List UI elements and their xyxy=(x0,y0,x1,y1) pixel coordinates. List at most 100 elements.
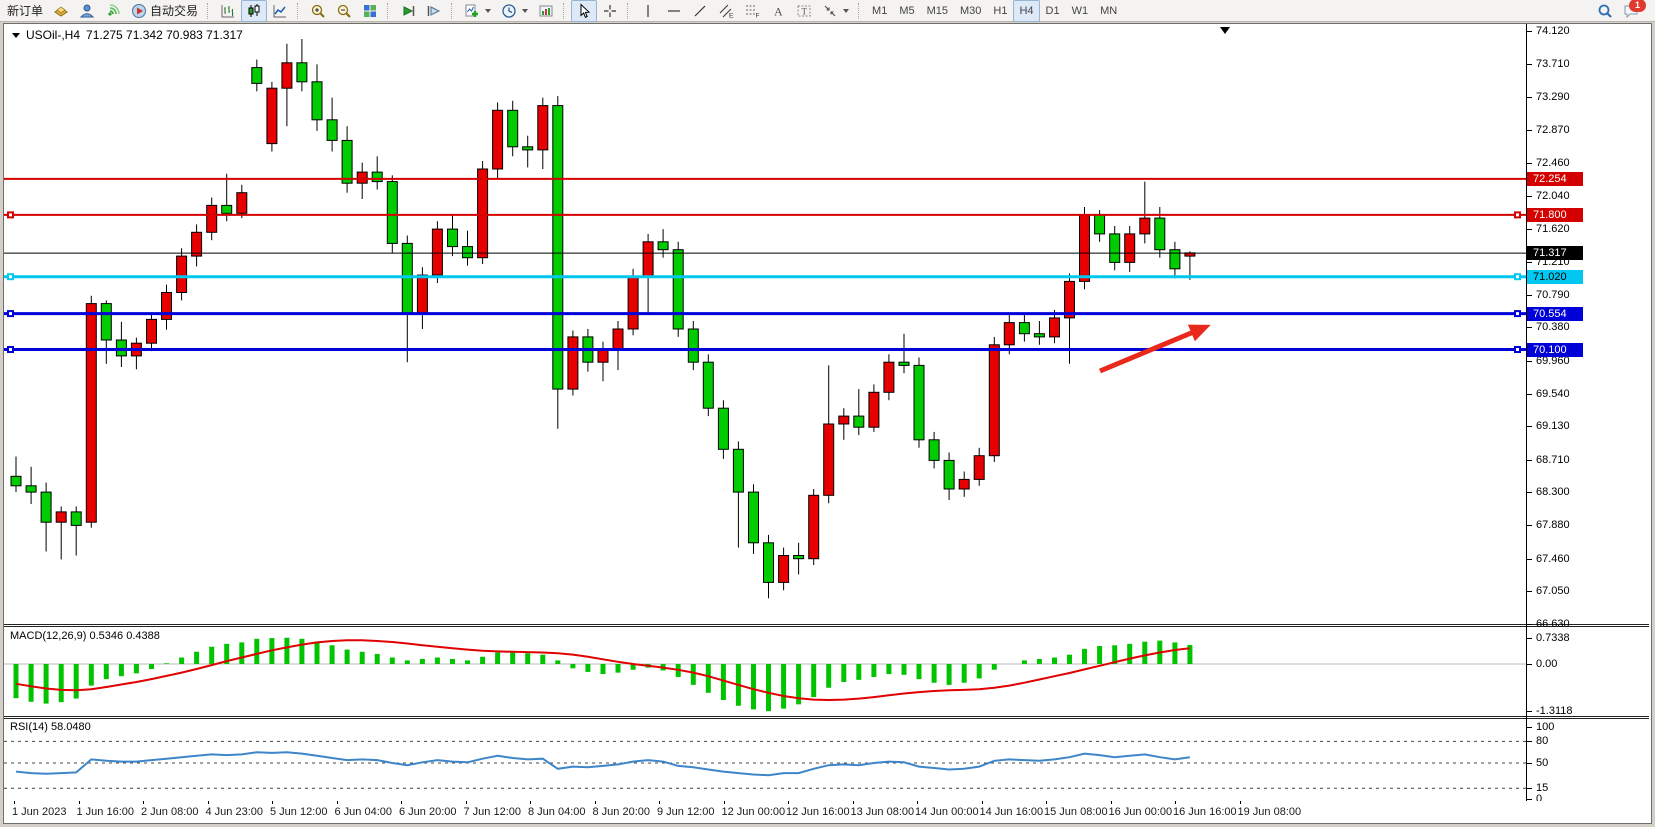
axis-tick-label: 68.710 xyxy=(1536,453,1570,466)
timeframe-MN[interactable]: MN xyxy=(1100,4,1118,17)
search-icon xyxy=(1598,4,1612,18)
time-axis-label: 6 Jun 20:00 xyxy=(399,806,457,818)
axis-tick xyxy=(1527,799,1532,800)
panel-separator[interactable] xyxy=(4,624,1649,627)
axis-tick xyxy=(1527,327,1532,329)
virtual-hosting-icon xyxy=(79,4,95,17)
timeframe-W1[interactable]: W1 xyxy=(1071,4,1089,17)
time-axis-tick xyxy=(336,801,338,804)
axis-tick-label: 50 xyxy=(1536,757,1549,769)
chart-shift-marker-icon[interactable] xyxy=(1220,27,1230,34)
axis-tick-label: 72.870 xyxy=(1536,124,1570,137)
macd-panel[interactable] xyxy=(4,628,1526,716)
price-level-badge: 70.100 xyxy=(1527,342,1583,357)
axis-tick xyxy=(1527,360,1532,362)
axis-tick xyxy=(1527,591,1532,593)
crosshair-button[interactable] xyxy=(597,0,623,22)
text-label-icon: T xyxy=(797,5,811,16)
toolbar-separator xyxy=(207,2,211,19)
panel-separator[interactable] xyxy=(4,716,1649,719)
chart-shift-button[interactable] xyxy=(421,0,447,22)
zoom-out-icon xyxy=(337,4,351,18)
axis-tick-label: 67.460 xyxy=(1536,552,1570,565)
chart-title[interactable]: USOil-,H4 71.275 71.342 70.983 71.317 xyxy=(12,28,243,42)
arrows-button[interactable] xyxy=(817,0,854,22)
axis-tick-label: 0.00 xyxy=(1536,658,1558,670)
axis-tick xyxy=(1527,492,1532,494)
equidistant-channel-button[interactable]: E xyxy=(713,0,739,22)
timeframe-M5[interactable]: M5 xyxy=(899,4,915,17)
tile-windows-button[interactable] xyxy=(357,0,383,22)
funds-icon xyxy=(54,6,68,17)
candlestick-chart-button[interactable] xyxy=(241,0,268,22)
time-axis-tick xyxy=(465,801,467,804)
templates-icon xyxy=(539,5,553,16)
vertical-line-icon xyxy=(647,4,649,17)
axis-tick-label: 74.120 xyxy=(1536,25,1570,38)
rsi-line xyxy=(15,751,1191,777)
price-chart-panel[interactable] xyxy=(4,24,1526,624)
timeframe-M1[interactable]: M1 xyxy=(872,4,888,17)
axis-tick-label: 68.300 xyxy=(1536,486,1570,499)
axis-tick-label: 15 xyxy=(1536,782,1549,795)
new-chart-button[interactable] xyxy=(459,0,496,22)
macd-signal-line xyxy=(15,639,1191,702)
price-level-badge: 70.554 xyxy=(1527,306,1583,321)
algo-trading-button[interactable]: 自动交易 xyxy=(126,0,203,22)
toolbar-right-tools: 1 xyxy=(1597,0,1653,19)
axis-tick xyxy=(1527,741,1532,743)
axis-tick xyxy=(1527,31,1532,33)
axis-tick xyxy=(1527,558,1532,560)
axis-tick xyxy=(1527,426,1532,428)
virtual-hosting-button[interactable] xyxy=(74,0,100,22)
timeframe-H1[interactable]: H1 xyxy=(993,4,1008,17)
axis-tick xyxy=(1527,130,1532,132)
timeframe-M30[interactable]: M30 xyxy=(960,4,982,17)
text-label-button[interactable]: T xyxy=(791,0,817,22)
time-axis-tick xyxy=(981,801,983,804)
zoom-out-button[interactable] xyxy=(331,0,357,22)
search-button[interactable] xyxy=(1597,3,1613,19)
text-button[interactable]: A xyxy=(765,0,791,22)
trendline-button[interactable] xyxy=(687,0,713,22)
horizontal-level-lines xyxy=(4,177,1526,353)
chart-symbol-period: USOil-,H4 xyxy=(26,28,81,42)
time-axis-label: 14 Jun 16:00 xyxy=(979,806,1044,818)
timeframe-D1[interactable]: D1 xyxy=(1045,4,1060,17)
main-toolbar: 新订单 自动交易 xyxy=(0,0,1655,22)
axis-tick-label: 72.040 xyxy=(1536,189,1570,202)
macd-histogram xyxy=(13,637,1193,712)
cursor-button[interactable] xyxy=(571,0,598,22)
signals-icon xyxy=(108,3,120,16)
time-axis-tick xyxy=(852,801,854,804)
time-axis-label: 9 Jun 12:00 xyxy=(657,806,715,818)
fibonacci-button[interactable]: F xyxy=(739,0,765,22)
time-axis-tick xyxy=(1175,801,1176,804)
svg-text:F: F xyxy=(756,12,760,19)
zoom-in-button[interactable] xyxy=(305,0,331,22)
time-axis[interactable]: 1 Jun 2023 1 Jun 16:00 2 Jun 08:00 4 Jun 23… xyxy=(4,801,1649,821)
timeframe-H4[interactable]: H4 xyxy=(1013,0,1040,22)
templates-button[interactable] xyxy=(533,0,559,22)
chat-button[interactable]: 1 xyxy=(1623,0,1646,19)
periods-button[interactable] xyxy=(496,0,533,22)
auto-scroll-button[interactable] xyxy=(395,0,421,22)
price-axis[interactable]: 74.120 73.710 73.290 72.870 72.460 72.040 71.6… xyxy=(1527,24,1649,821)
timeframe-M15[interactable]: M15 xyxy=(926,4,948,17)
new-order-button[interactable]: 新订单 xyxy=(2,0,48,22)
axis-tick xyxy=(1527,195,1532,197)
time-axis-label: 14 Jun 00:00 xyxy=(915,806,979,818)
bar-chart-button[interactable] xyxy=(215,0,241,22)
rsi-panel[interactable] xyxy=(4,719,1526,801)
time-axis-label: 1 Jun 16:00 xyxy=(76,806,135,818)
axis-tick-label: 69.540 xyxy=(1536,387,1570,400)
vertical-line-button[interactable] xyxy=(635,0,661,22)
axis-tick xyxy=(1527,525,1532,527)
funds-button[interactable] xyxy=(48,0,74,22)
svg-text:T: T xyxy=(802,6,808,16)
signals-button[interactable] xyxy=(100,0,126,22)
axis-tick xyxy=(1527,711,1532,713)
line-chart-button[interactable] xyxy=(267,0,293,22)
horizontal-line-button[interactable] xyxy=(661,0,687,22)
